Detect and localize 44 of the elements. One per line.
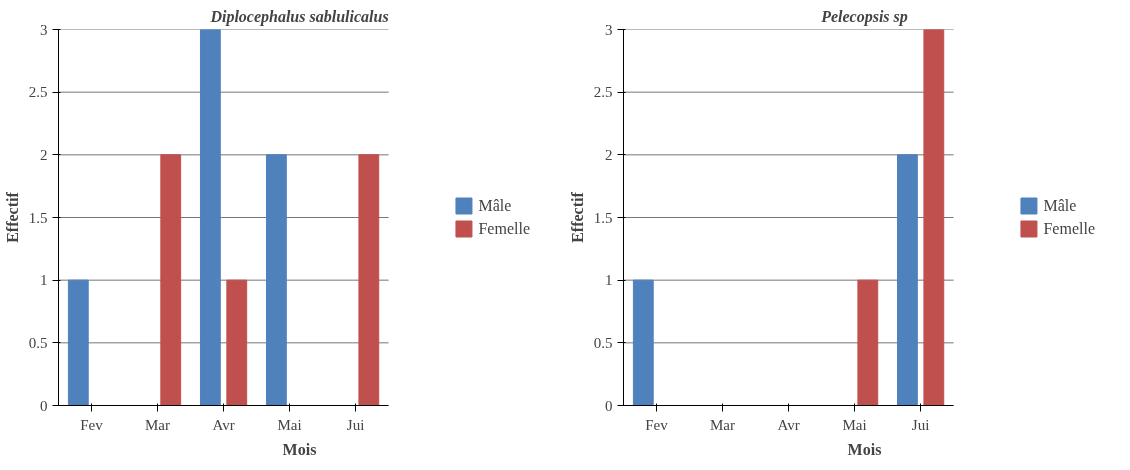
chart-title: Pelecopsis sp [820, 7, 908, 26]
y-tick-label: 2.5 [593, 84, 613, 101]
legend-label: Mâle [1043, 196, 1077, 215]
y-tick-label: 0 [605, 397, 613, 414]
x-tick-label: Mai [277, 416, 302, 433]
x-tick-label: Avr [212, 416, 235, 433]
bar [632, 279, 654, 406]
x-tick-label: Avr [777, 416, 800, 433]
y-tick-label: 1 [40, 272, 48, 289]
y-tick-label: 2 [40, 146, 48, 163]
bar [358, 154, 380, 406]
y-tick-label: 1.5 [28, 209, 48, 226]
y-tick-label: 3 [40, 21, 48, 38]
bar [160, 154, 182, 406]
y-tick-label: 2 [605, 146, 613, 163]
y-tick-label: 2.5 [28, 84, 48, 101]
chart-title: Diplocephalus sablulicalus [209, 7, 389, 26]
bar [923, 29, 945, 406]
y-tick-label: 0.5 [28, 334, 48, 351]
x-tick-label: Mar [145, 416, 171, 433]
x-tick-label: Mar [710, 416, 736, 433]
y-tick-label: 0 [40, 397, 48, 414]
x-tick-label: Jui [911, 416, 930, 433]
y-tick-label: 1 [605, 272, 613, 289]
bar [897, 154, 918, 406]
y-tick-label: 1.5 [593, 209, 613, 226]
y-tick-label: 0.5 [593, 334, 613, 351]
x-tick-label: Jui [346, 416, 365, 433]
x-tick-label: Mai [842, 416, 867, 433]
y-tick-label: 3 [605, 21, 613, 38]
x-axis-title: Mois [847, 440, 882, 458]
bar [265, 154, 287, 406]
legend-label: Femelle [1043, 219, 1095, 238]
bar [857, 279, 879, 406]
y-axis-title: Effectif [568, 191, 586, 243]
bar [67, 279, 89, 406]
bar [199, 29, 221, 406]
y-axis-title: Effectif [3, 191, 21, 243]
bar [226, 279, 248, 406]
legend-label: Femelle [478, 219, 530, 238]
x-axis-title: Mois [282, 440, 317, 458]
legend-label: Mâle [478, 196, 512, 215]
x-tick-label: Fev [645, 416, 669, 433]
x-tick-label: Fev [80, 416, 104, 433]
